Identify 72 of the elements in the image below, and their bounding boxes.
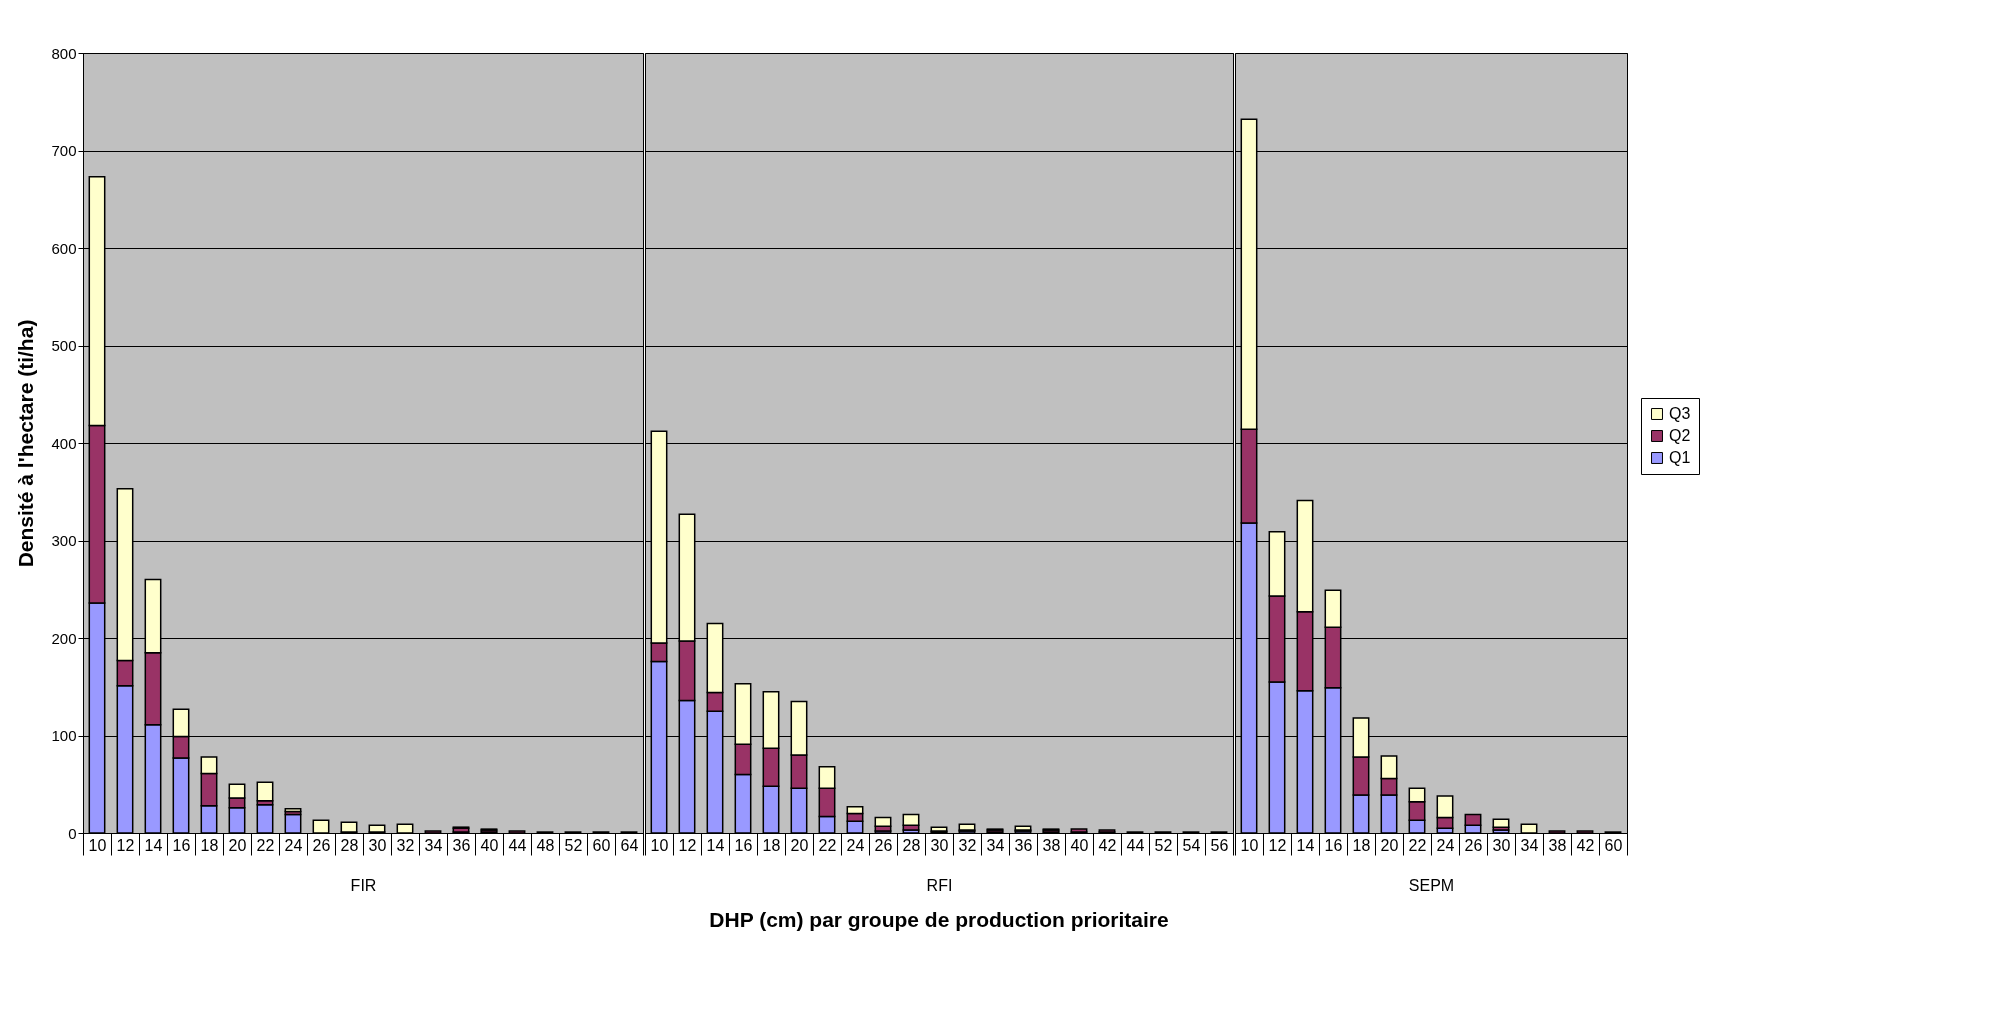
x-tick-label: 26: [1464, 836, 1483, 854]
x-tick-label: 34: [986, 836, 1005, 854]
x-tick-label: 22: [1408, 836, 1427, 854]
x-tick-label: 44: [1126, 836, 1145, 854]
x-tick-label: 22: [818, 836, 837, 854]
x-tick-label: 30: [368, 836, 387, 854]
x-tick-label: 10: [1240, 836, 1259, 854]
y-tick-label: 600: [51, 239, 77, 257]
x-tick-label: 48: [536, 836, 555, 854]
x-tick-label: 36: [1014, 836, 1033, 854]
y-tick-label: 0: [68, 824, 77, 842]
x-tick-label: 18: [200, 836, 219, 854]
x-tick-label: 18: [762, 836, 781, 854]
legend-label: Q2: [1669, 427, 1691, 444]
y-tick-label: 700: [51, 142, 77, 159]
x-tick-label: 42: [1576, 836, 1595, 854]
x-tick-label: 26: [312, 836, 331, 854]
x-tick-label: 60: [592, 836, 611, 854]
x-tick-label: 16: [172, 836, 191, 854]
x-tick-label: 24: [846, 836, 865, 854]
x-tick-label: 34: [424, 836, 443, 854]
x-tick-label: 30: [1492, 836, 1511, 854]
x-tick-label: 26: [874, 836, 893, 854]
x-axis-title: RFI: [926, 877, 953, 894]
x-tick-label: 64: [620, 836, 639, 854]
x-tick-label: 38: [1548, 836, 1567, 854]
x-tick-label: 38: [1042, 836, 1061, 854]
x-tick-label: 12: [116, 836, 135, 854]
x-tick-label: 32: [396, 836, 415, 854]
x-tick-label: 10: [650, 836, 669, 854]
y-tick-label: 400: [51, 434, 77, 452]
y-tick-label: 300: [51, 532, 77, 549]
x-tick-label: 36: [452, 836, 471, 854]
text: DHP (cm) par groupe de production prioritaire: [709, 907, 1169, 931]
x-tick-label: 22: [256, 836, 275, 854]
x-tick-label: 32: [958, 836, 977, 854]
x-tick-label: 40: [480, 836, 499, 854]
x-tick-label: 14: [144, 836, 163, 854]
y-tick-label: 500: [51, 337, 77, 354]
x-axis-title: FIR: [350, 877, 377, 894]
y-tick-label: 200: [51, 629, 77, 647]
x-axis-title: SEPM: [1408, 877, 1455, 894]
y-tick-label: 800: [51, 44, 77, 62]
x-tick-label: 24: [1436, 836, 1455, 854]
x-tick-label: 52: [1154, 836, 1173, 854]
x-tick-label: 40: [1070, 836, 1089, 854]
x-tick-label: 12: [1268, 836, 1287, 854]
x-tick-label: 10: [88, 836, 107, 854]
x-tick-label: 28: [340, 836, 359, 854]
legend-label: Q1: [1669, 449, 1691, 466]
x-tick-label: 42: [1098, 836, 1117, 854]
x-tick-label: 20: [228, 836, 247, 854]
legend-label: Q3: [1669, 405, 1691, 422]
x-tick-label: 28: [902, 836, 921, 854]
x-tick-label: 16: [734, 836, 753, 854]
y-tick-label: 100: [51, 727, 77, 744]
x-tick-label: 14: [1296, 836, 1315, 854]
y-axis-title: Densité à l'hectare (ti/ha): [14, 319, 38, 568]
x-tick-label: 16: [1324, 836, 1343, 854]
x-tick-label: 56: [1210, 836, 1229, 854]
x-tick-label: 20: [1380, 836, 1399, 854]
x-tick-label: 52: [564, 836, 583, 854]
x-tick-label: 60: [1604, 836, 1623, 854]
x-tick-label: 30: [930, 836, 949, 854]
x-tick-label: 20: [790, 836, 809, 854]
x-tick-label: 44: [508, 836, 527, 854]
x-tick-label: 24: [284, 836, 303, 854]
x-tick-label: 54: [1182, 836, 1201, 854]
x-tick-label: 14: [706, 836, 725, 854]
x-tick-label: 34: [1520, 836, 1539, 854]
x-tick-label: 18: [1352, 836, 1371, 854]
x-tick-label: 12: [678, 836, 697, 854]
